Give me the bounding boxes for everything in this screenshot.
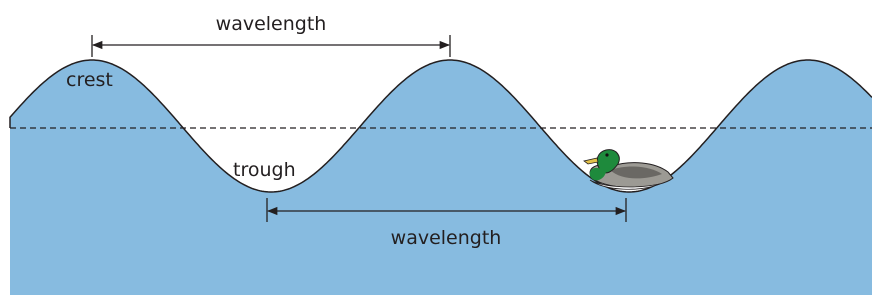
wave-diagram: wavelength crest trough wavelength	[0, 0, 872, 295]
label: trough	[233, 159, 296, 181]
label: crest	[66, 69, 113, 91]
duck	[584, 150, 673, 190]
label: wavelength	[216, 13, 327, 35]
page: wavelength crest trough wavelength (() =…	[0, 0, 872, 295]
label: wavelength	[391, 227, 502, 249]
water	[10, 60, 872, 295]
